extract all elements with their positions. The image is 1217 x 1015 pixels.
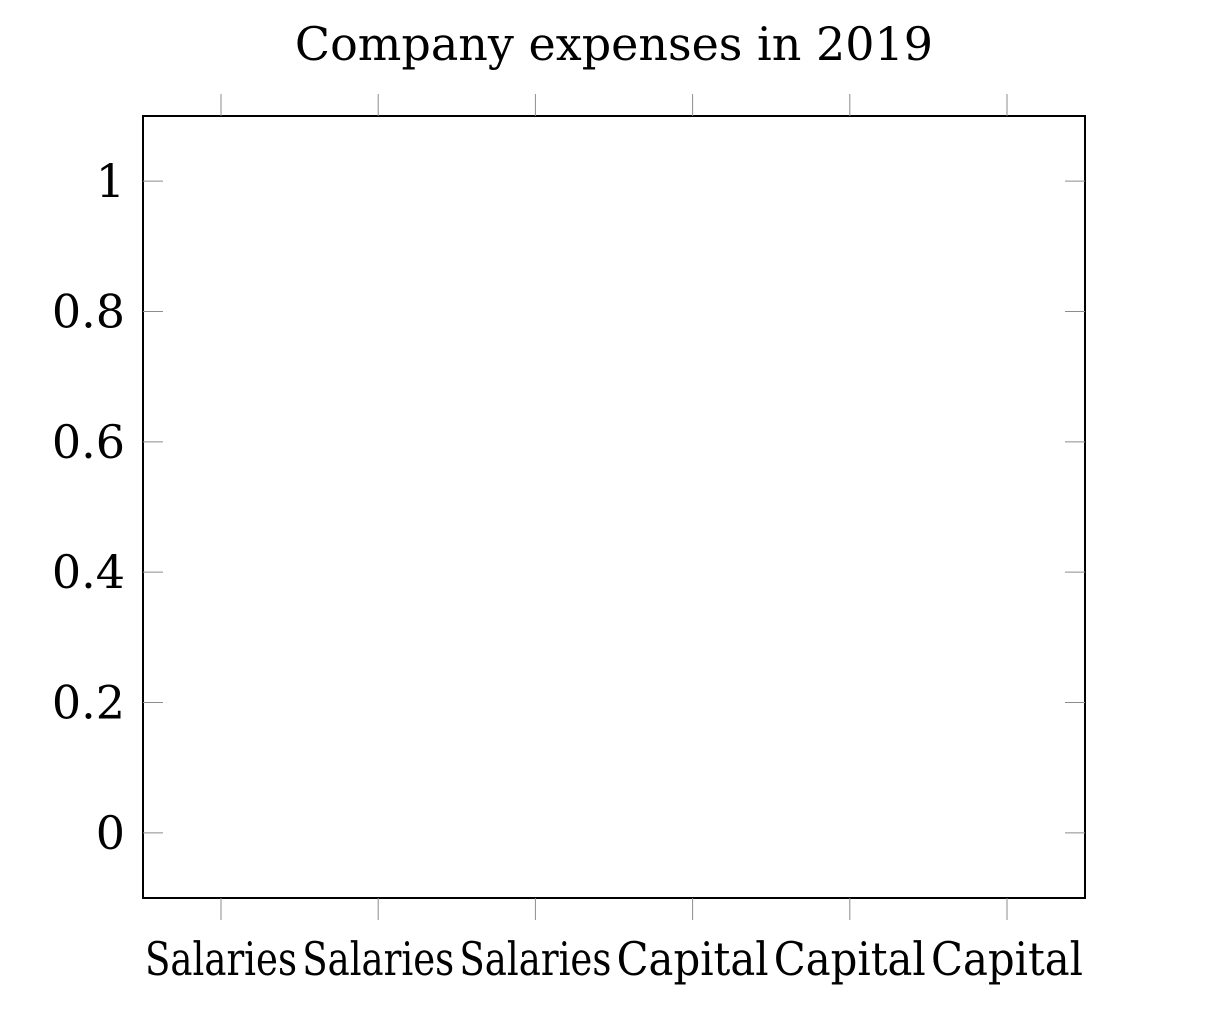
- x-tick-label: Salaries: [459, 932, 611, 986]
- y-tick-label: 0.8: [52, 285, 125, 339]
- y-tick-label: 1: [96, 154, 125, 208]
- y-tick-label: 0: [96, 806, 125, 860]
- chart-title: Company expenses in 2019: [295, 17, 933, 71]
- plot-area: [142, 115, 1086, 899]
- y-axis: 0 0.2 0.4 0.6 0.8 1: [52, 154, 1085, 860]
- x-tick-label: Salaries: [145, 932, 297, 986]
- x-tick-label: Capital: [617, 932, 769, 986]
- x-tick-label: Capital: [774, 932, 926, 986]
- y-tick-label: 0.4: [52, 545, 125, 599]
- x-axis: Salaries Salaries Salaries Capital Capital Ca…: [145, 94, 1083, 986]
- y-tick-label: 0.2: [52, 676, 125, 730]
- x-tick-label: Salaries: [302, 932, 454, 986]
- y-tick-label: 0.6: [52, 415, 125, 469]
- x-tick-label: Capital: [931, 932, 1083, 986]
